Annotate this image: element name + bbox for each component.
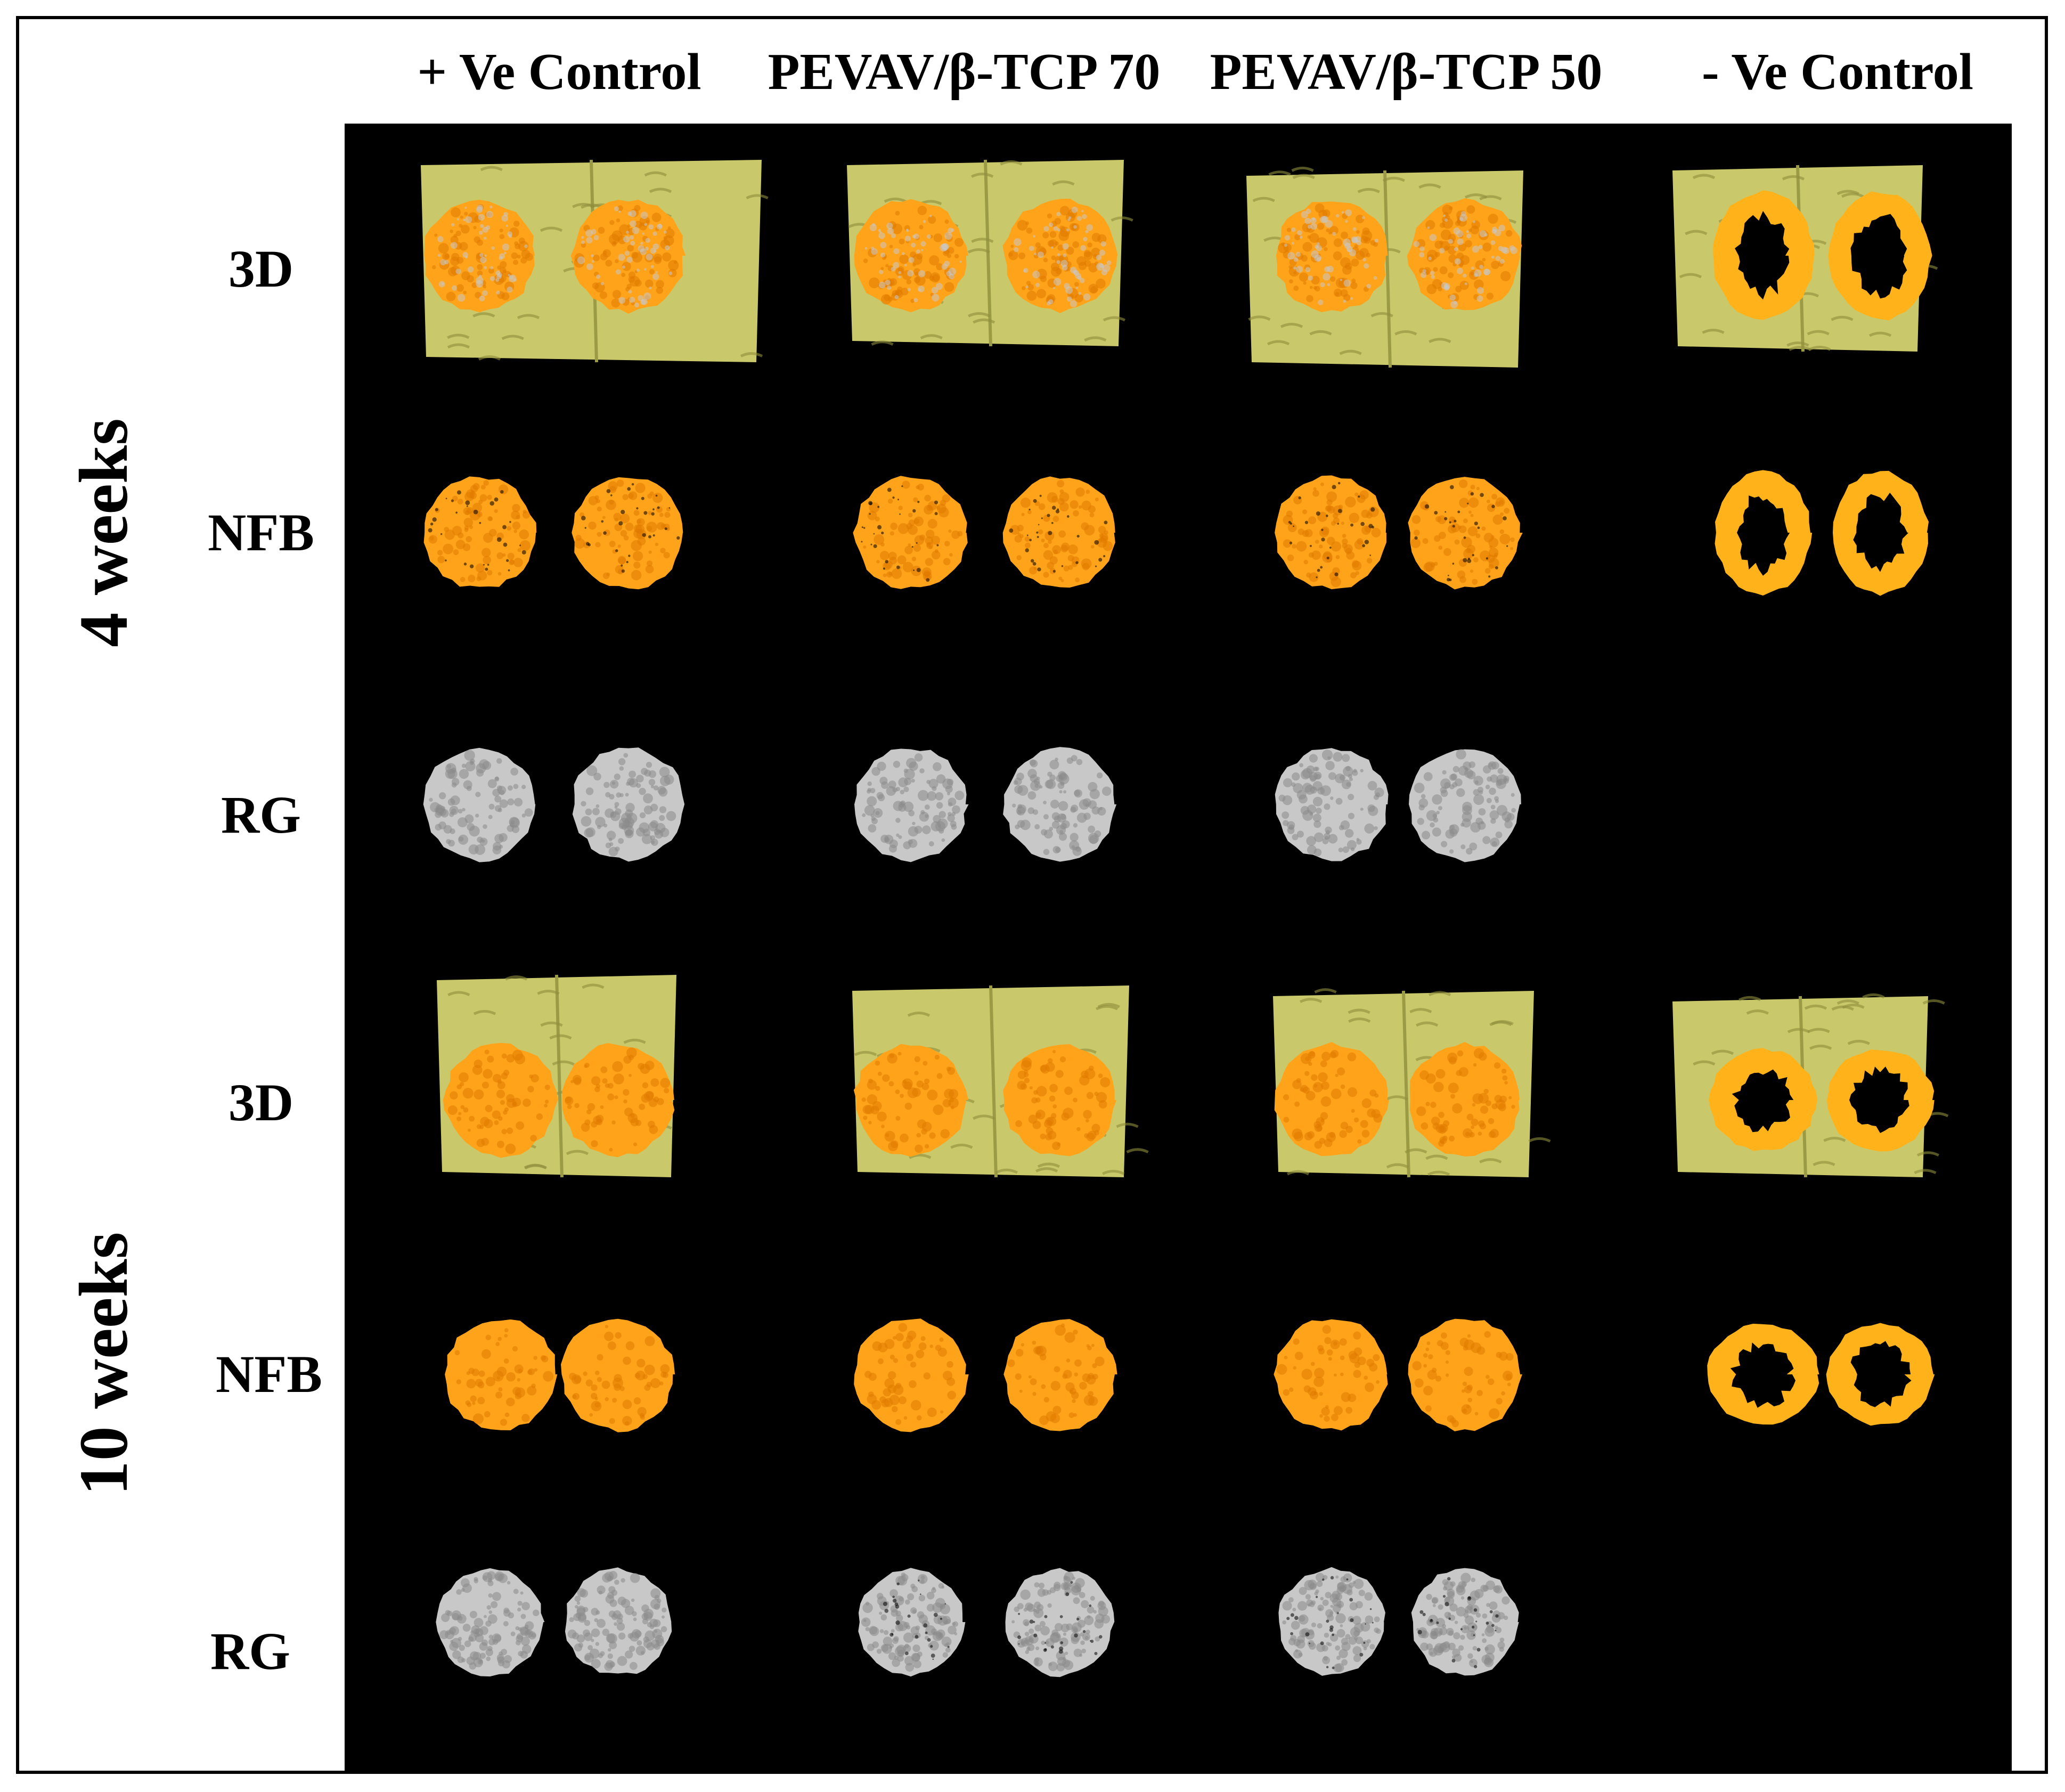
column-header-positive-control: + Ve Control (417, 43, 701, 101)
scaffold-disc-3d-4w (854, 199, 969, 313)
scaffold-disc-3d-4w (424, 199, 535, 313)
new-bone-disc-10w (854, 1318, 969, 1432)
residual-graft-disc-4w (1275, 748, 1389, 861)
column-header-pevav-tcp-50: PEVAV/β-TCP 50 (1210, 43, 1603, 101)
row-label-rg: RG (210, 1622, 290, 1681)
new-bone-ring-4w (1833, 470, 1929, 596)
scaffold-disc-3d-10w (443, 1042, 559, 1158)
row-label-nfb: NFB (216, 1345, 322, 1404)
scaffold-disc-3d-10w (1409, 1042, 1520, 1156)
new-bone-disc-10w (1274, 1319, 1388, 1431)
scaffold-disc-3d-4w (570, 199, 686, 314)
new-bone-ring-4w (1715, 470, 1813, 596)
residual-graft-disc-4w (854, 748, 969, 862)
residual-graft-disc-10w (1411, 1568, 1519, 1676)
residual-graft-disc-10w (1005, 1568, 1115, 1677)
scaffold-disc-3d-4w (1002, 198, 1118, 313)
row-label-3d: 3D (228, 239, 294, 298)
new-bone-disc-10w (1003, 1319, 1117, 1431)
residual-graft-disc-4w (1409, 749, 1521, 862)
residual-graft-disc-10w (565, 1567, 672, 1674)
column-header-pevav-tcp-70: PEVAV/β-TCP 70 (768, 43, 1161, 101)
scaffold-disc-3d-10w (1274, 1042, 1389, 1156)
row-label-nfb: NFB (208, 503, 314, 562)
scaffold-disc-3d-4w (1276, 201, 1388, 313)
micro-ct-panel (345, 124, 2012, 1773)
residual-graft-disc-10w (436, 1568, 545, 1677)
scaffold-disc-3d-10w (562, 1043, 675, 1158)
residual-graft-disc-10w (1278, 1567, 1385, 1676)
new-bone-disc-10w (445, 1319, 558, 1430)
new-bone-disc-4w (423, 476, 537, 587)
residual-graft-disc-4w (1003, 747, 1117, 862)
defect-ring-3d-4w (1713, 190, 1815, 320)
defect-ring-3d-10w (1709, 1048, 1817, 1151)
new-bone-disc-4w (1408, 477, 1523, 590)
new-bone-ring-10w (1707, 1323, 1819, 1425)
new-bone-disc-10w (561, 1318, 675, 1432)
new-bone-disc-4w (572, 477, 683, 590)
residual-graft-disc-4w (423, 747, 536, 862)
row-label-3d: 3D (228, 1073, 294, 1132)
column-header-negative-control: - Ve Control (1701, 43, 1973, 101)
defect-ring-3d-10w (1827, 1049, 1935, 1152)
new-bone-disc-4w (853, 476, 968, 589)
row-label-rg: RG (221, 785, 301, 844)
new-bone-disc-4w (1275, 475, 1386, 590)
residual-graft-disc-10w (858, 1568, 966, 1677)
scaffold-disc-3d-4w (1407, 198, 1522, 311)
defect-ring-3d-4w (1828, 191, 1932, 321)
new-bone-disc-10w (1408, 1318, 1522, 1431)
scaffold-disc-3d-10w (1003, 1044, 1117, 1156)
scaffold-disc-3d-10w (853, 1044, 968, 1157)
residual-graft-disc-4w (572, 747, 685, 862)
new-bone-disc-4w (1002, 476, 1115, 588)
new-bone-ring-10w (1826, 1323, 1935, 1426)
